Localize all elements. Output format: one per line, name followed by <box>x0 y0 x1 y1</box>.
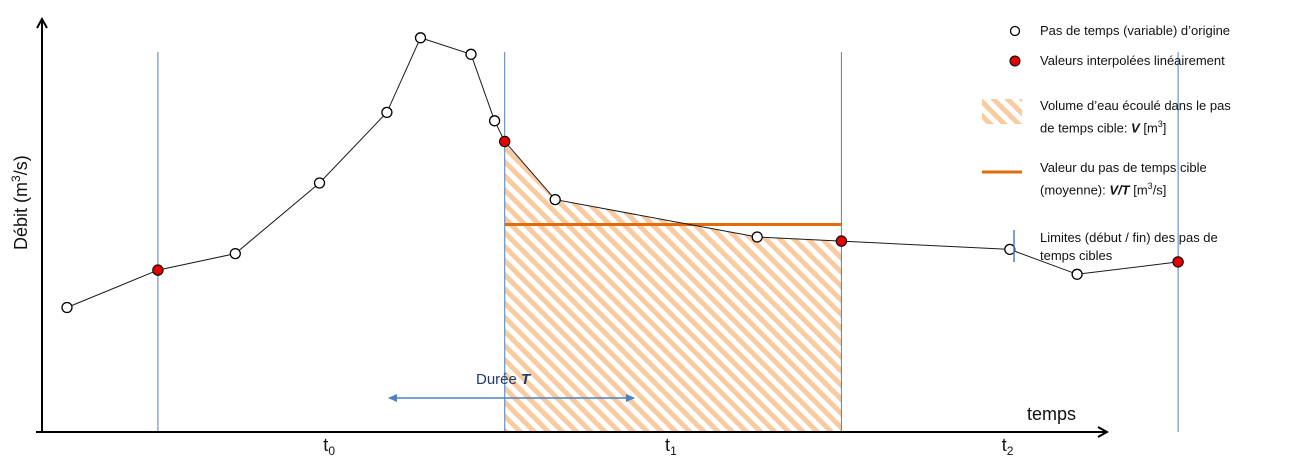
legend-limits-line2: temps cibles <box>1040 248 1113 263</box>
original-point <box>1071 268 1083 280</box>
period-label: t0 <box>323 435 335 456</box>
period-label: t1 <box>665 435 677 456</box>
x-axis-title: temps <box>1027 404 1076 424</box>
original-point <box>488 115 501 127</box>
legend-volume-text: Volume d’eau écoulé dans le pas de temps… <box>1040 97 1231 137</box>
legend-interpolated-marker <box>1009 55 1021 67</box>
period-labels: t0 t1 t2 <box>323 435 1013 456</box>
original-point <box>229 247 241 260</box>
legend-volume-line1: Volume d’eau écoulé dans le pas <box>1040 98 1231 113</box>
original-point <box>61 301 73 314</box>
original-point <box>381 106 393 119</box>
period-label: t2 <box>1002 435 1014 456</box>
legend-mean-line2: (moyenne): V/T [m3/s] <box>1040 181 1167 198</box>
duration-label: Durée T <box>476 371 532 388</box>
original-point <box>465 48 477 60</box>
data-points <box>61 32 1184 314</box>
interpolated-point <box>835 235 848 247</box>
legend-interpolated-text: Valeurs interpolées linéairement <box>1040 53 1225 68</box>
original-point <box>414 32 427 44</box>
legend-volume-line2: de temps cible: V [m3] <box>1040 119 1167 136</box>
original-point <box>549 193 561 206</box>
legend-mean-text: Valeur du pas de temps cible (moyenne): … <box>1040 159 1207 199</box>
legend-symbols <box>982 25 1022 262</box>
legend-mean-line1: Valeur du pas de temps cible <box>1040 160 1207 175</box>
legend-volume-swatch <box>982 99 1022 124</box>
legend-limits-line1: Limites (début / fin) des pas de <box>1040 230 1218 245</box>
original-point <box>1004 243 1016 256</box>
volume-area <box>504 141 842 432</box>
y-axis-title: Débit (m3/s) <box>9 155 31 250</box>
original-point <box>313 177 326 189</box>
interpolated-point <box>152 264 164 276</box>
original-point <box>751 231 763 243</box>
legend-original-text: Pas de temps (variable) d’origine <box>1040 23 1231 38</box>
interpolated-point <box>1172 256 1184 268</box>
legend-original-marker <box>1009 25 1021 37</box>
legend-limits-text: Limites (début / fin) des pas de temps c… <box>1040 229 1218 265</box>
interpolated-point <box>499 135 511 148</box>
